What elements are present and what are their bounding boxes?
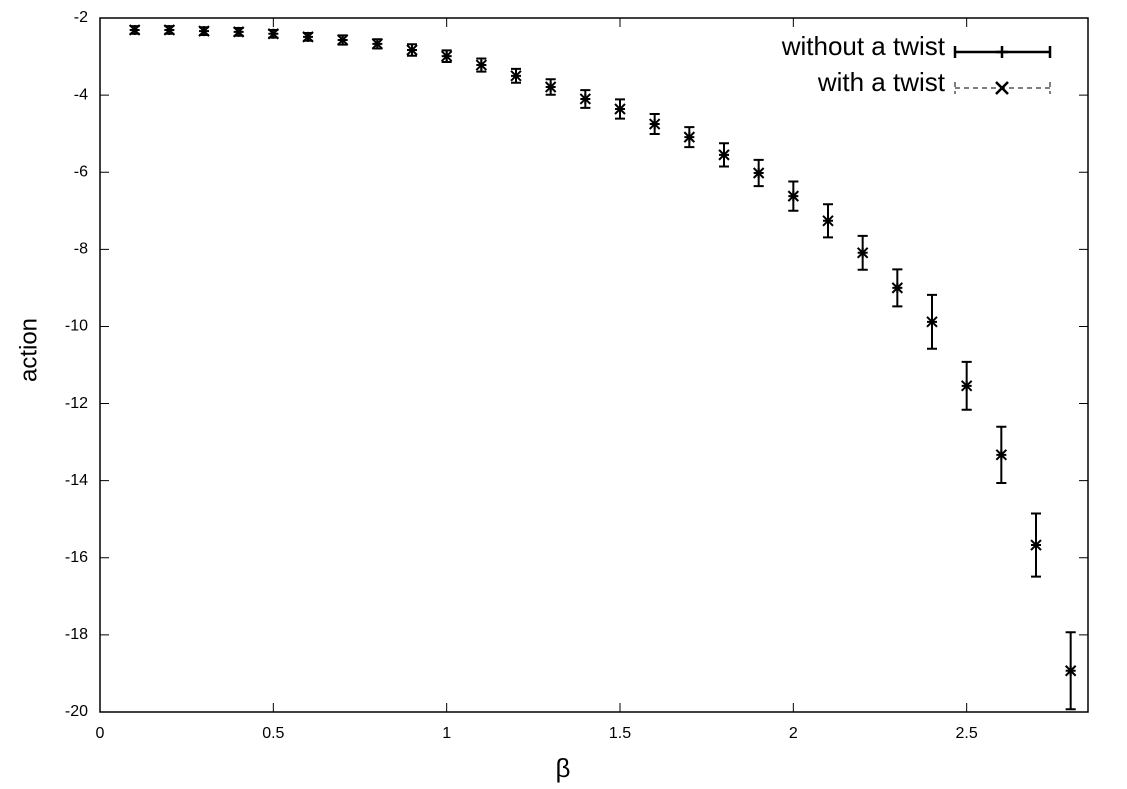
y-tick-label: -16 — [65, 549, 88, 566]
y-tick-label: -2 — [74, 9, 88, 26]
data-point — [475, 59, 488, 71]
data-point — [822, 215, 834, 227]
data-point — [1030, 539, 1042, 551]
data-point — [544, 81, 557, 93]
data-point — [995, 449, 1008, 461]
data-point — [787, 190, 800, 202]
data-point — [683, 131, 696, 143]
x-tick-label: 1 — [442, 725, 451, 742]
data-point — [371, 38, 384, 50]
data-point — [648, 118, 661, 130]
legend-label: with a twist — [817, 67, 946, 97]
data-point — [718, 149, 730, 161]
y-tick-label: -10 — [65, 318, 88, 335]
data-point — [926, 316, 938, 328]
data-point — [302, 31, 314, 43]
data-point — [752, 167, 765, 179]
data-point — [128, 24, 141, 36]
y-tick-label: -12 — [65, 395, 88, 412]
data-point — [267, 28, 280, 40]
data-point — [614, 103, 626, 115]
x-tick-label: 0 — [96, 725, 105, 742]
y-tick-label: -8 — [74, 241, 88, 258]
x-tick-label: 0.5 — [262, 725, 284, 742]
plot-frame — [99, 17, 1089, 713]
y-tick-label: -6 — [74, 163, 88, 180]
data-point — [1064, 665, 1077, 677]
data-point — [891, 282, 904, 294]
data-point — [198, 25, 210, 37]
x-axis-label: β — [556, 753, 571, 783]
y-tick-label: -14 — [65, 472, 88, 489]
data-point — [163, 24, 176, 36]
legend-label: without a twist — [781, 31, 946, 61]
data-point — [960, 380, 973, 392]
x-tick-label: 2 — [789, 725, 798, 742]
data-point — [406, 44, 418, 56]
data-point — [579, 93, 592, 105]
data-point — [510, 70, 522, 82]
data-point — [232, 26, 245, 38]
data-point — [856, 247, 869, 259]
y-tick-label: -20 — [65, 703, 88, 720]
legend-marker — [995, 81, 1009, 95]
y-axis-label: action — [15, 318, 42, 382]
x-tick-label: 1.5 — [609, 725, 631, 742]
x-tick-label: 2.5 — [956, 725, 978, 742]
data-point — [440, 50, 453, 62]
y-tick-label: -4 — [74, 86, 88, 103]
data-point — [336, 34, 349, 46]
legend-marker — [996, 46, 1008, 58]
y-tick-label: -18 — [65, 626, 88, 643]
